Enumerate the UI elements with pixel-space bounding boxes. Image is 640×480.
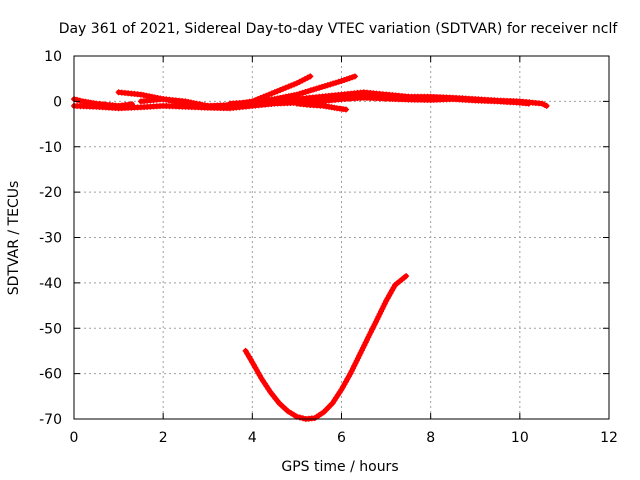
series-track-9 bbox=[242, 273, 410, 422]
data-point bbox=[341, 77, 348, 83]
series-track-7 bbox=[316, 91, 550, 109]
data-point bbox=[143, 92, 150, 99]
data-point bbox=[343, 106, 349, 113]
y-tick-label: -60 bbox=[39, 367, 62, 383]
data-point bbox=[346, 75, 353, 82]
data-point bbox=[305, 88, 312, 95]
data-point bbox=[351, 73, 358, 80]
data-point bbox=[310, 86, 317, 93]
x-tick-label: 8 bbox=[426, 430, 435, 446]
data-point bbox=[293, 80, 300, 87]
y-tick-label: -10 bbox=[39, 140, 62, 156]
x-tick-label: 10 bbox=[511, 430, 529, 446]
y-tick-label: -40 bbox=[39, 276, 62, 292]
y-tick-label: -20 bbox=[39, 185, 62, 201]
x-tick-label: 12 bbox=[600, 430, 618, 446]
data-point bbox=[299, 415, 306, 422]
data-point bbox=[196, 101, 203, 108]
data-point bbox=[274, 88, 281, 95]
chart-title: Day 361 of 2021, Sidereal Day-to-day VTE… bbox=[59, 21, 619, 37]
y-tick-label: -30 bbox=[39, 231, 62, 247]
data-point bbox=[288, 82, 295, 89]
data-point bbox=[280, 85, 286, 92]
x-tick-label: 0 bbox=[70, 430, 79, 446]
data-point bbox=[335, 78, 342, 85]
y-tick-label: -50 bbox=[39, 321, 62, 337]
series-track-5 bbox=[227, 73, 358, 107]
series-line bbox=[243, 273, 409, 422]
data-point bbox=[302, 89, 309, 95]
data-point bbox=[296, 90, 303, 97]
data-point bbox=[316, 84, 323, 91]
data-point bbox=[543, 102, 550, 109]
data-point bbox=[332, 79, 339, 86]
data-point bbox=[76, 97, 83, 104]
series-layer bbox=[71, 73, 550, 422]
data-point bbox=[338, 78, 345, 84]
tick-layer: 0 2 4 6 8 10 12 10 0 -10 -20 -30 -40 -50 -60 -70 bbox=[39, 49, 618, 446]
y-tick-label: 0 bbox=[53, 94, 62, 110]
data-point bbox=[266, 91, 273, 98]
data-point bbox=[313, 85, 320, 92]
data-point bbox=[299, 89, 306, 96]
data-point bbox=[307, 73, 314, 80]
y-tick-label: -70 bbox=[39, 412, 62, 428]
data-point bbox=[301, 76, 308, 83]
data-point bbox=[282, 84, 289, 91]
data-point bbox=[327, 81, 334, 88]
data-point bbox=[403, 273, 410, 280]
data-point bbox=[74, 96, 80, 103]
data-point bbox=[319, 83, 325, 90]
data-point bbox=[324, 82, 331, 89]
data-point bbox=[285, 83, 292, 90]
data-point bbox=[330, 80, 337, 87]
data-point bbox=[291, 81, 298, 88]
data-point bbox=[277, 87, 284, 93]
data-point bbox=[271, 89, 278, 96]
series-track-2 bbox=[71, 96, 135, 109]
data-point bbox=[321, 83, 328, 90]
y-tick-label: 10 bbox=[44, 49, 62, 65]
x-tick-label: 6 bbox=[337, 430, 346, 446]
data-point bbox=[129, 101, 135, 108]
x-axis-label: GPS time / hours bbox=[281, 459, 398, 475]
data-point bbox=[268, 90, 275, 97]
data-point bbox=[307, 87, 314, 94]
x-tick-label: 2 bbox=[159, 430, 168, 446]
y-axis-label: SDTVAR / TECUs bbox=[6, 181, 22, 296]
data-point bbox=[349, 74, 356, 81]
x-tick-label: 4 bbox=[248, 430, 257, 446]
series-track-8 bbox=[293, 100, 349, 113]
